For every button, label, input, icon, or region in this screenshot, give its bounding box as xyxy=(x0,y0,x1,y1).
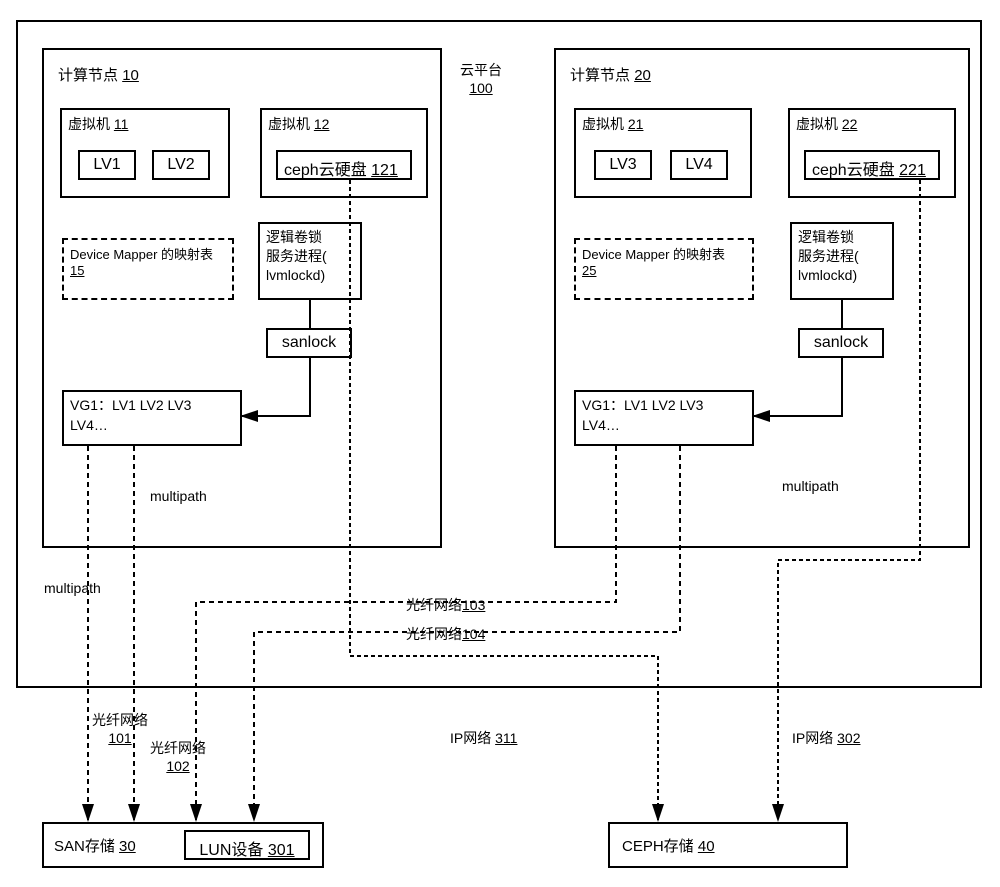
fiber104-label: 光纤网络104 xyxy=(406,624,485,644)
compute-node-1-title: 计算节点 10 xyxy=(58,64,139,85)
lvmlockd-2-box: 逻辑卷锁 服务进程( lvmlockd) xyxy=(790,222,894,300)
multipath-left-label: multipath xyxy=(150,488,207,504)
lv1-box: LV1 xyxy=(78,150,136,180)
sanlock-2-box: sanlock xyxy=(798,328,884,358)
device-mapper-15-box: Device Mapper 的映射表 15 xyxy=(62,238,234,300)
cloud-platform-label: 云平台 xyxy=(460,62,502,78)
lv2-box: LV2 xyxy=(152,150,210,180)
device-mapper-25-box: Device Mapper 的映射表 25 xyxy=(574,238,754,300)
ceph-disk-121-box: ceph云硬盘 121 xyxy=(276,150,412,180)
lv4-box: LV4 xyxy=(670,150,728,180)
fiber102-label: 光纤网络102 xyxy=(150,738,206,774)
compute-node-2-title: 计算节点 20 xyxy=(570,64,651,85)
ceph-storage-box: CEPH存储 40 xyxy=(608,822,848,868)
lvmlockd-1-box: 逻辑卷锁 服务进程( lvmlockd) xyxy=(258,222,362,300)
cloud-platform-title: 云平台 100 xyxy=(460,60,502,96)
fiber103-label: 光纤网络103 xyxy=(406,595,485,615)
multipath-right-label: multipath xyxy=(782,478,839,494)
fiber101-label: 光纤网络101 xyxy=(92,710,148,746)
lv3-box: LV3 xyxy=(594,150,652,180)
vg1-left-box: VG1：LV1 LV2 LV3 LV4… xyxy=(62,390,242,446)
multipath-outer-label: multipath xyxy=(44,580,101,596)
vg1-right-box: VG1：LV1 LV2 LV3 LV4… xyxy=(574,390,754,446)
lun-device-box: LUN设备 301 xyxy=(184,830,310,860)
ceph-disk-221-box: ceph云硬盘 221 xyxy=(804,150,940,180)
ip311-label: IP网络 311 xyxy=(450,728,517,748)
sanlock-1-box: sanlock xyxy=(266,328,352,358)
cloud-platform-id: 100 xyxy=(469,80,492,96)
ip302-label: IP网络 302 xyxy=(792,728,860,748)
